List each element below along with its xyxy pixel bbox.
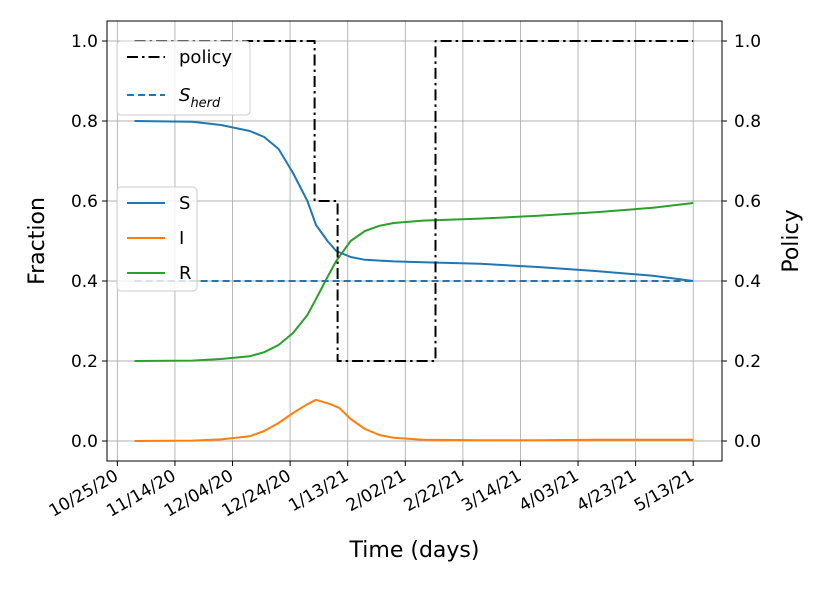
plot-frame: [106, 20, 723, 462]
y-tick-label: 0.4: [71, 272, 98, 292]
y-tick-label: 0.8: [71, 112, 98, 132]
x-tick-label: 2/02/21: [343, 466, 410, 516]
x-tick-label: 1/13/21: [285, 466, 352, 516]
legend-label: R: [179, 263, 192, 284]
series-line-s: [134, 120, 694, 282]
y-tick-label: 1.0: [71, 32, 98, 52]
legend-label: S: [179, 193, 190, 214]
legend-label-subscript: herd: [190, 96, 221, 111]
y2-axis-ticks: 0.0 0.2 0.4 0.6 0.8 1.0: [722, 32, 761, 452]
y2-tick-label: 0.8: [734, 112, 761, 132]
y-tick-label: 0.0: [71, 432, 98, 452]
legend-policy: policy Sherd: [116, 40, 251, 116]
legend-box: [116, 40, 251, 116]
legend-sir: SIR: [116, 186, 198, 292]
x-axis-ticks: 10/25/2011/14/2012/04/2012/24/201/13/212…: [46, 461, 698, 522]
y-axis-ticks: 0.0 0.2 0.4 0.6 0.8 1.0: [71, 32, 107, 452]
x-tick-label: 3/14/21: [458, 466, 525, 516]
series-lines: [134, 40, 694, 442]
x-tick-label: 4/03/21: [516, 466, 583, 516]
series-line-policy: [134, 40, 694, 362]
legend-label: I: [179, 228, 184, 249]
x-axis-label: Time (days): [349, 538, 480, 563]
series-line-i: [134, 398, 694, 442]
x-tick-label: 2/22/21: [401, 466, 468, 516]
y2-tick-label: 0.0: [734, 432, 761, 452]
y-tick-label: 0.6: [71, 192, 98, 212]
y2-tick-label: 0.6: [734, 192, 761, 212]
y2-tick-label: 1.0: [734, 32, 761, 52]
y2-tick-label: 0.4: [734, 272, 761, 292]
legend-label: Sherd: [179, 85, 221, 111]
series-line-r: [134, 202, 694, 362]
legend-label: policy: [179, 47, 232, 68]
legend-label-main: S: [179, 85, 190, 106]
x-tick-label: 4/23/21: [573, 466, 640, 516]
y-axis-label: Fraction: [25, 197, 50, 285]
y-tick-label: 0.2: [71, 352, 98, 372]
y2-axis-label: Policy: [779, 209, 804, 272]
y2-tick-label: 0.2: [734, 352, 761, 372]
x-tick-label: 5/13/21: [631, 466, 698, 516]
